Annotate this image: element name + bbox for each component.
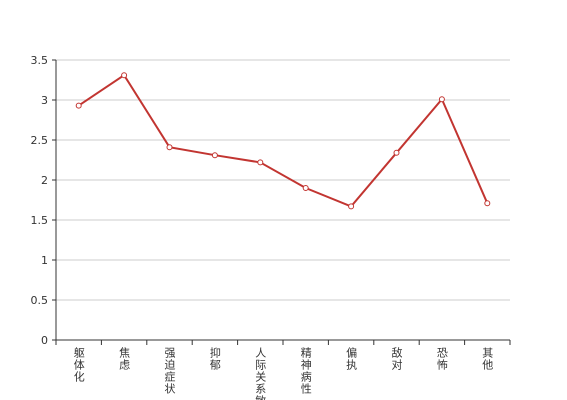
x-tick-label: 躯体化 — [72, 347, 85, 383]
point — [348, 203, 355, 210]
x-tick-label: 精神病性 — [299, 347, 312, 395]
point — [121, 72, 128, 79]
y-tick-label: 3 — [41, 94, 48, 107]
y-tick-label: 1 — [41, 254, 48, 267]
x-tick-label: 偏执 — [345, 346, 358, 371]
point — [257, 159, 264, 166]
y-tick-label: 0.5 — [31, 294, 49, 307]
x-tick-label: 人际关系敏感 — [254, 347, 267, 400]
point — [75, 102, 82, 109]
point — [484, 200, 491, 207]
y-tick-label: 2 — [41, 174, 48, 187]
x-tick-label: 其他 — [481, 347, 494, 371]
y-tick-label: 1.5 — [31, 214, 49, 227]
point — [438, 96, 445, 103]
point — [302, 185, 309, 191]
x-tick-label: 敌对 — [390, 346, 403, 371]
point — [166, 144, 173, 151]
x-tick-label: 恐怖 — [435, 347, 448, 371]
y-tick-label: 3.5 — [31, 54, 49, 67]
y-tick-label: 2.5 — [31, 134, 49, 147]
x-tick-label: 强迫症状 — [163, 347, 176, 395]
point — [393, 149, 400, 156]
x-tick-label: 抑郁 — [208, 346, 221, 371]
point — [211, 152, 218, 159]
line — [78, 73, 489, 208]
x-tick-label: 焦虑 — [118, 347, 131, 371]
y-tick-label: 0 — [41, 334, 48, 347]
